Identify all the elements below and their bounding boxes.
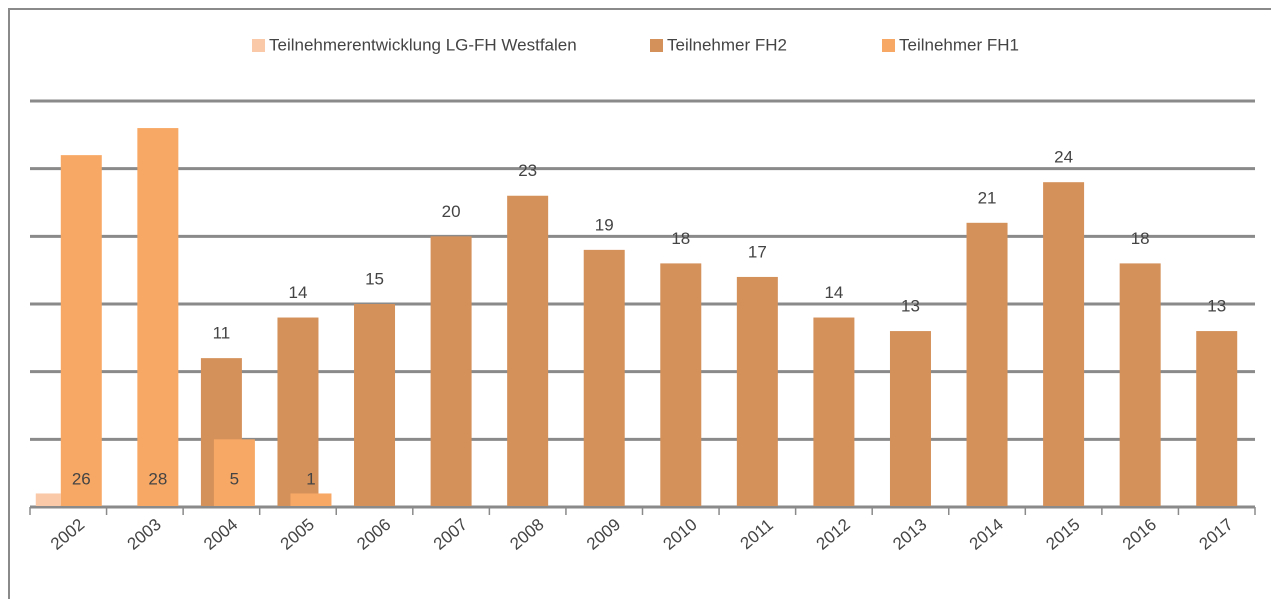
bar: [583, 249, 625, 507]
bar: [507, 195, 549, 507]
x-tick-label: 2015: [1042, 515, 1083, 554]
x-tick-label: 2012: [813, 515, 854, 554]
x-tick-label: 2014: [966, 515, 1007, 554]
x-tick-label: 2007: [430, 515, 471, 554]
data-label: 15: [365, 269, 384, 288]
legend-label: Teilnehmerentwicklung LG-FH Westfalen: [269, 35, 577, 54]
data-label: 18: [671, 229, 690, 248]
data-label: 23: [518, 161, 537, 180]
x-tick-label: 2010: [660, 515, 701, 554]
data-label: 20: [442, 202, 461, 221]
data-label: 28: [148, 469, 167, 488]
legend-swatch: [252, 39, 265, 52]
data-label: 14: [289, 283, 308, 302]
bar: [430, 236, 472, 508]
bar: [813, 317, 855, 507]
x-tick-label: 2003: [124, 515, 165, 554]
bar: [35, 493, 61, 507]
data-label: 21: [978, 188, 997, 207]
bar: [736, 276, 778, 507]
x-tick-label: 2006: [353, 515, 394, 554]
bar: [660, 263, 702, 507]
data-label: 13: [1207, 297, 1226, 316]
x-tick-label: 2008: [506, 515, 547, 554]
bar: [277, 317, 319, 507]
data-label: 11: [213, 324, 231, 343]
legend-label: Teilnehmer FH2: [667, 35, 787, 54]
x-tick-label: 2004: [200, 515, 241, 554]
legend-label: Teilnehmer FH1: [899, 35, 1019, 54]
bar: [1119, 263, 1161, 507]
data-label: 18: [1131, 229, 1150, 248]
data-label: 1: [306, 469, 315, 488]
data-label: 13: [901, 297, 920, 316]
bar: [60, 155, 102, 507]
legend-swatch: [650, 39, 663, 52]
x-tick-label: 2017: [1195, 515, 1236, 554]
bar: [213, 439, 255, 507]
bar: [290, 493, 332, 507]
legend-swatch: [882, 39, 895, 52]
x-tick-label: 2013: [889, 515, 930, 554]
x-tick-label: 2016: [1119, 515, 1160, 554]
x-tick-label: 2005: [277, 515, 318, 554]
data-label: 19: [595, 215, 614, 234]
bar: [889, 331, 931, 507]
x-tick-label: 2002: [47, 515, 88, 554]
bar: [1043, 182, 1085, 507]
x-tick-label: 2011: [737, 515, 777, 553]
data-label: 24: [1054, 148, 1073, 167]
data-label: 17: [748, 242, 767, 261]
bar: [966, 222, 1008, 508]
bar: [1196, 331, 1238, 507]
data-label: 14: [824, 283, 843, 302]
x-tick-label: 2009: [583, 515, 624, 554]
bar: [137, 128, 179, 508]
data-label: 5: [230, 469, 239, 488]
data-label: 26: [72, 469, 91, 488]
bar: [354, 304, 396, 507]
frame: [8, 8, 1271, 599]
